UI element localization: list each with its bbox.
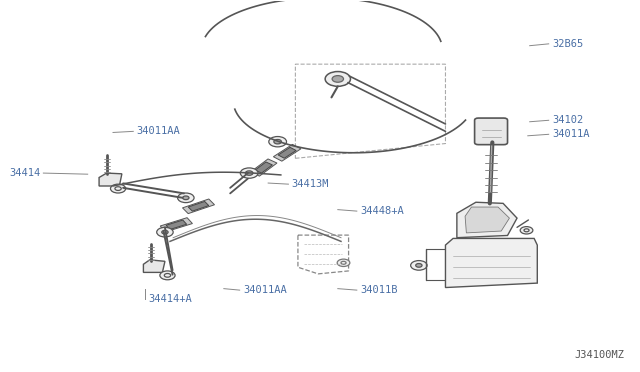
Circle shape <box>269 137 287 147</box>
Polygon shape <box>166 220 187 230</box>
Circle shape <box>245 171 253 175</box>
Circle shape <box>178 193 194 203</box>
Circle shape <box>240 168 258 178</box>
Polygon shape <box>188 202 209 211</box>
Polygon shape <box>182 199 214 214</box>
Polygon shape <box>255 162 273 173</box>
Text: 32B65: 32B65 <box>552 39 583 49</box>
Text: 34102: 34102 <box>552 115 583 125</box>
Circle shape <box>520 227 533 234</box>
FancyBboxPatch shape <box>475 118 508 145</box>
Polygon shape <box>143 260 165 272</box>
Polygon shape <box>278 147 296 158</box>
Circle shape <box>325 71 351 86</box>
Circle shape <box>332 76 344 82</box>
Text: J34100MZ: J34100MZ <box>575 350 625 360</box>
Text: 34011B: 34011B <box>360 285 397 295</box>
Circle shape <box>337 259 350 266</box>
Circle shape <box>416 263 422 267</box>
Text: 34011AA: 34011AA <box>136 126 180 137</box>
Polygon shape <box>445 238 538 288</box>
Polygon shape <box>465 207 509 233</box>
Polygon shape <box>457 202 517 238</box>
Text: 34413M: 34413M <box>292 179 329 189</box>
Circle shape <box>411 260 427 270</box>
Circle shape <box>274 140 282 144</box>
Text: 34011A: 34011A <box>552 129 589 139</box>
Text: 34414: 34414 <box>9 168 40 178</box>
Circle shape <box>157 227 173 237</box>
Polygon shape <box>99 173 122 186</box>
Circle shape <box>182 196 189 200</box>
Circle shape <box>162 230 168 234</box>
Text: 34011AA: 34011AA <box>243 285 287 295</box>
Polygon shape <box>273 144 301 161</box>
Text: 34414+A: 34414+A <box>148 294 191 304</box>
Polygon shape <box>160 218 193 232</box>
Text: 34448+A: 34448+A <box>360 206 404 216</box>
Circle shape <box>160 271 175 280</box>
Polygon shape <box>250 159 277 176</box>
Circle shape <box>111 184 125 193</box>
